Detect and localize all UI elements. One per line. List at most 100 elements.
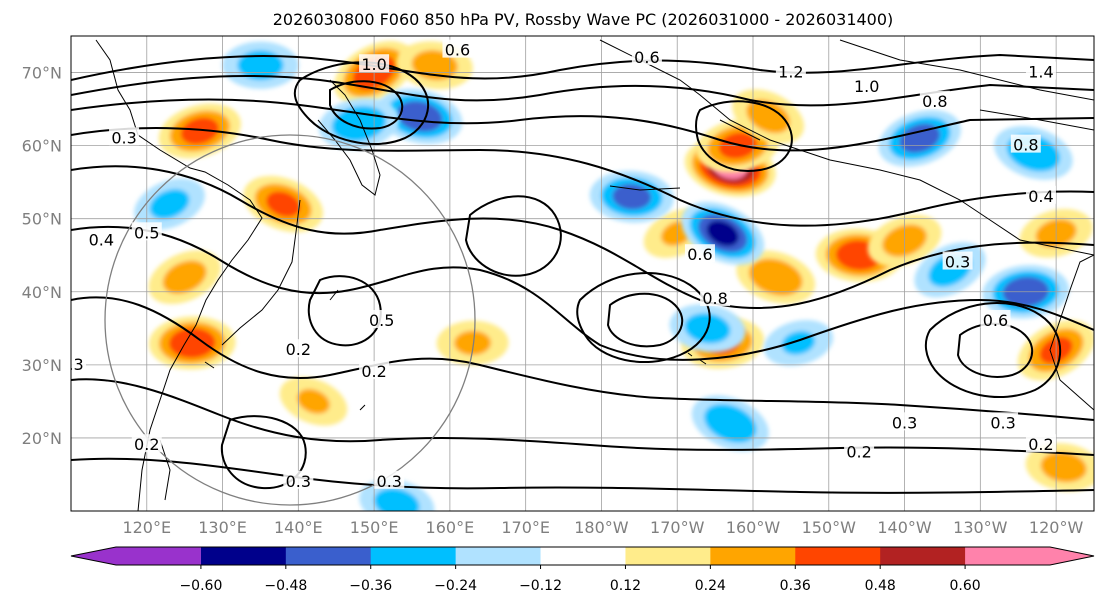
contour-label-bg-21 [988,412,1019,431]
contour-label-bg-14 [700,288,731,307]
pv-contour-15 [307,275,382,347]
contour-label-bg-5 [919,90,950,109]
anomaly-blob-31 [134,178,205,230]
coastline-aleutians [609,119,761,191]
lon-tick-label-11: 130°W [953,518,1008,537]
lat-tick-label-5: 70°N [22,64,62,83]
contour-label-12: 0.6 [687,245,712,264]
contour-label-20: 0.3 [892,413,917,432]
colorbar-segment-3 [370,547,457,565]
pv-contour-6 [71,296,1094,421]
colorbar-tick-label-2: −0.36 [349,578,392,594]
map-panel: 0.6 0.6 1.0 1.2 1.0 0.8 1.4 0.3 0.8 0.4 0.5 0.4 0.6 0… [58,35,1095,512]
anomaly-blob-2 [158,103,241,159]
lat-tick-label-1: 30°N [22,356,62,375]
contour-label-bg-0 [442,39,473,58]
lon-tick-label-2: 140°E [274,518,323,537]
contour-label-24: 0.2 [846,443,871,462]
coastline-asia [95,39,263,511]
pv-contour-8 [71,457,1094,494]
contour-label-bg-6 [1025,61,1056,80]
contour-label-bg-23 [131,434,162,453]
colorbar-tick-label-1: −0.48 [264,578,307,594]
coastline-hawaii [687,352,707,365]
colorbar-segment-10 [965,547,1094,565]
contour-label-bg-16 [283,339,314,358]
contour-label-7: 0.3 [111,128,136,147]
contour-label-0: 0.6 [445,41,470,60]
anomaly-blob-11 [736,250,816,304]
contour-label-9: 0.4 [1028,187,1053,206]
contour-label-8: 0.8 [1013,136,1038,155]
pv-contour-18 [464,195,562,277]
lat-tick-label-4: 60°N [22,137,62,156]
pv-contour-0 [71,53,1094,81]
contour-label-18: 0.3 [58,355,83,374]
colorbar-tick-label-0: −0.60 [179,578,222,594]
pv-contour-11 [576,272,711,363]
colorbar-segment-9 [880,547,966,565]
contour-label-bg-22 [1025,434,1056,453]
colorbar-tick-label-8: 0.48 [865,578,896,594]
anomaly-level-2 [266,191,301,217]
graticule [71,36,1094,511]
coastline-alaska [599,39,1094,256]
contour-label-bg-11 [86,229,117,248]
contour-label-bg-10 [131,222,162,241]
contour-labels: 0.6 0.6 1.0 1.2 1.0 0.8 1.4 0.3 0.8 0.4 0.5 0.4 0.6 0… [58,39,1056,491]
contour-label-21: 0.3 [990,413,1015,432]
contour-label-17: 0.6 [983,311,1008,330]
anomaly-blob-21 [681,201,765,265]
lon-tick-label-6: 180°W [574,518,629,537]
coastline-north-america [1049,254,1094,411]
lon-tick-label-10: 140°W [877,518,932,537]
range-circle [104,134,476,506]
anomaly-blob-30 [222,41,299,89]
colorbar-segment-5 [540,547,626,565]
lon-tick-label-0: 120°E [122,518,171,537]
contour-label-19: 0.2 [361,362,386,381]
anomaly-level-2 [180,117,219,145]
contour-label-14: 0.8 [702,289,727,308]
colorbar-tick-label-4: −0.12 [519,578,562,594]
contour-label-bg-24 [844,441,875,460]
anomaly-blob-32 [359,478,435,511]
coastline-islands [159,289,366,501]
contour-label-bg-3 [775,61,806,80]
anomaly-level-1 [1040,452,1087,483]
lon-tick-label-12: 120°W [1029,518,1084,537]
contour-label-6: 1.4 [1028,63,1053,82]
colorbar-segment-0 [71,547,201,565]
anomaly-blob-5 [148,250,221,305]
colorbar-segment-8 [795,547,881,565]
lon-tick-label-3: 150°E [350,518,399,537]
contour-label-25: 0.3 [286,472,311,491]
contour-label-5: 0.8 [922,92,947,111]
lat-tick-label-3: 50°N [22,210,62,229]
contour-label-bg-25 [283,470,314,489]
contour-label-10: 0.5 [134,223,159,242]
anomaly-level-1 [704,404,757,443]
colorbar-segment-6 [625,547,711,565]
colorbar-tick-label-7: 0.36 [780,578,811,594]
pv-contour-10 [329,80,404,130]
contour-label-bg-9 [1025,185,1056,204]
contour-label-bg-8 [1010,134,1041,153]
contour-label-bg-15 [366,310,397,328]
lon-tick-label-8: 160°W [726,518,781,537]
map-frame [70,35,1095,512]
anomaly-blob-3 [243,175,323,233]
anomaly-level-1 [149,189,190,220]
colorbar-segment-1 [200,547,287,565]
anomaly-level-1 [374,488,420,511]
pv-contour-16 [694,100,793,172]
colorbar-tick-label-9: 0.60 [950,578,981,594]
contour-label-bg-20 [889,412,920,431]
contour-label-26: 0.3 [377,472,402,491]
anomaly-blob-29 [691,395,769,452]
contour-label-bg-19 [359,361,390,380]
lon-tick-label-5: 170°E [501,518,550,537]
anomaly-level-1 [746,99,790,134]
coastline-arctic [839,39,1094,131]
